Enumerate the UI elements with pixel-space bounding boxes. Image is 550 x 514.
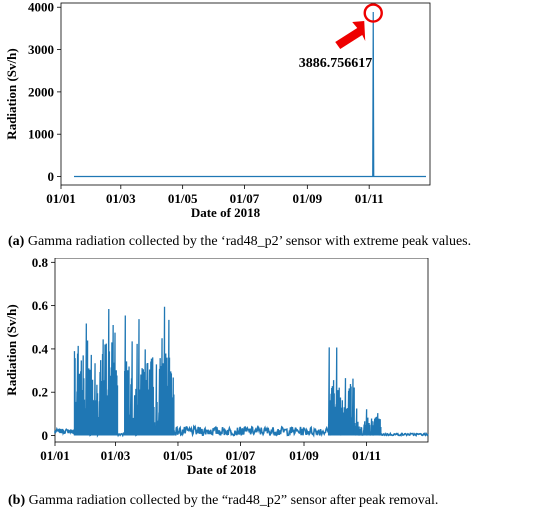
caption-b-text: Gamma radiation collected by the “rad48_…	[25, 493, 439, 508]
caption-a-text: Gamma radiation collected by the ‘rad48_…	[24, 234, 472, 249]
y-axis-title: Radiation (Sv/h)	[4, 48, 19, 139]
radiation-burst-7	[380, 431, 429, 437]
radiation-series-line	[74, 12, 426, 178]
y-tick-label: 0.6	[32, 298, 49, 313]
caption-a: (a) Gamma radiation collected by the ‘ra…	[8, 234, 471, 250]
x-tick-label: 01/09	[293, 191, 323, 206]
radiation-burst-0	[54, 426, 75, 436]
caption-b: (b) Gamma radiation collected by the “ra…	[8, 493, 438, 509]
x-axis-title: Date of 2018	[187, 462, 257, 477]
y-tick-label: 0.2	[32, 385, 48, 400]
x-tick-label: 01/07	[230, 191, 260, 206]
radiation-burst-2	[116, 431, 125, 438]
plot-frame	[54, 258, 429, 443]
peak-value-label: 3886.756617	[299, 56, 373, 71]
caption-b-label: (b)	[8, 493, 26, 508]
y-tick-label: 4000	[28, 0, 54, 15]
x-tick-label: 01/05	[168, 191, 198, 206]
y-tick-label: 0.8	[32, 258, 49, 270]
x-tick-label: 01/03	[101, 448, 131, 463]
x-axis-title: Date of 2018	[191, 205, 261, 220]
radiation-burst-4	[173, 424, 330, 438]
x-tick-label: 01/11	[355, 191, 384, 206]
y-tick-label: 2000	[28, 84, 54, 99]
x-tick-label: 01/03	[106, 191, 136, 206]
radiation-burst-1	[73, 308, 119, 438]
peak-arrow	[335, 21, 366, 50]
y-tick-label: 1000	[28, 127, 54, 142]
plot-frame	[60, 2, 431, 186]
radiation-series	[54, 306, 429, 438]
y-tick-label: 0.4	[32, 341, 49, 356]
y-axis-title: Radiation (Sv/h)	[4, 304, 19, 395]
y-tick-label: 0	[48, 169, 55, 184]
caption-a-label: (a)	[8, 234, 25, 249]
x-tick-label: 01/05	[163, 448, 193, 463]
x-tick-label: 01/09	[289, 448, 319, 463]
x-tick-label: 01/01	[40, 448, 70, 463]
chart-b: 01/01 01/03 01/05 01/07 01/09 01/11 0 0.2 0.4 0.6…	[4, 258, 429, 477]
x-tick-label: 01/01	[46, 191, 76, 206]
radiation-burst-6	[353, 408, 382, 436]
y-tick-label: 3000	[28, 42, 54, 57]
y-tick-label: 0	[42, 428, 49, 443]
radiation-burst-5	[327, 347, 355, 436]
peak-highlight-circle	[363, 3, 383, 23]
radiation-burst-3	[124, 306, 175, 437]
chart-a: 01/01 01/03 01/05 01/07 01/09 01/11 0 1000 2000 3…	[4, 0, 431, 220]
x-tick-label: 01/07	[226, 448, 256, 463]
x-tick-label: 01/11	[352, 448, 381, 463]
